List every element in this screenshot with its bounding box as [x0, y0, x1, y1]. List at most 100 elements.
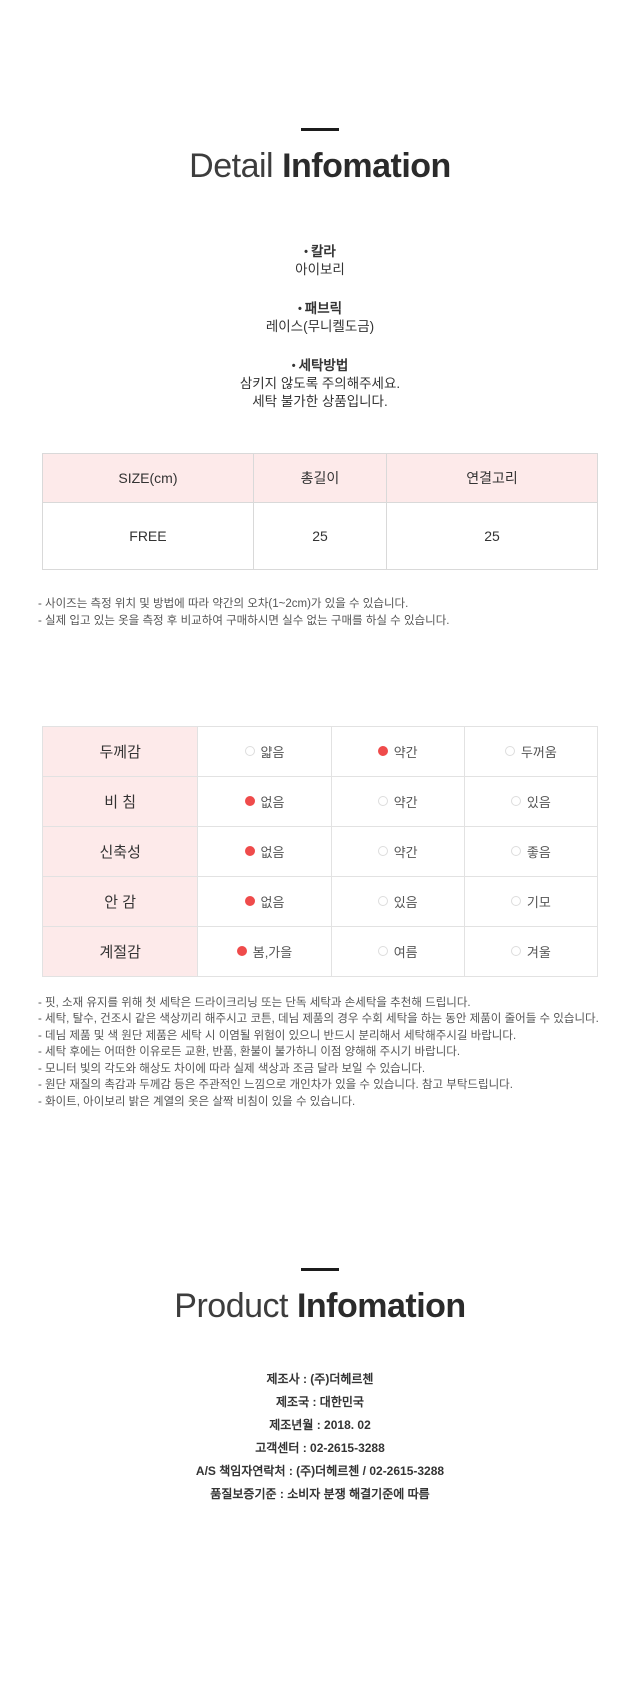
attr-option-cell: 여름: [330, 925, 465, 977]
fabric-attribute-table: 두께감 얇음 약간 두꺼움 비 침: [41, 725, 599, 977]
attr-row-label: 계절감: [41, 925, 199, 977]
note-line: - 사이즈는 측정 위치 및 방법에 따라 약간의 오차(1~2cm)가 있을 …: [38, 597, 409, 610]
note-line: - 데님 제품 및 색 원단 제품은 세탁 시 이염될 위험이 있으니 반드시 …: [38, 1029, 517, 1042]
spec-value: 삼키지 않도록 주의해주세요.: [239, 375, 401, 391]
radio-unselected-icon: [377, 896, 388, 907]
attr-row: 신축성 없음 약간 좋음: [41, 825, 599, 877]
attr-table-body: 두께감 얇음 약간 두꺼움 비 침: [41, 725, 599, 977]
attr-option-cell: 없음: [197, 775, 332, 827]
radio-unselected-icon: [377, 946, 388, 957]
attr-option-cell: 봄,가을: [197, 925, 332, 977]
attr-row: 두께감 얇음 약간 두꺼움: [41, 725, 599, 777]
attr-option-cell: 얇음: [197, 725, 332, 777]
bullet-icon: •: [291, 359, 296, 372]
bottom-whitespace: [0, 1511, 640, 1681]
attr-row: 계절감 봄,가을 여름 겨울: [41, 925, 599, 977]
size-cell: 25: [252, 501, 388, 570]
attr-option: 약간: [377, 792, 418, 811]
attr-option-label: 약간: [393, 744, 418, 760]
radio-selected-icon: [244, 796, 255, 807]
attr-option-cell: 약간: [330, 825, 465, 877]
attr-option-cell: 겨울: [463, 925, 599, 977]
attr-option-cell: 약간: [330, 775, 465, 827]
size-table-header: SIZE(cm) 총길이 연결고리: [42, 452, 598, 503]
spec-item: • 패브릭 레이스(무니켈도금): [0, 300, 640, 336]
product-info-section: Product Infomation 제조사 : (주)더헤르첸 제조국 : 대한…: [0, 1268, 640, 1501]
product-title-bold: Infomation: [296, 1287, 466, 1326]
detail-title-light: Detail: [189, 147, 274, 185]
attr-option-cell: 기모: [463, 875, 599, 927]
spec-label: • 패브릭: [297, 300, 343, 316]
radio-selected-icon: [236, 946, 247, 957]
attr-option: 좋음: [510, 842, 551, 861]
attr-row-label: 안 감: [41, 875, 199, 927]
spec-item: • 칼라 아이보리: [0, 243, 640, 279]
attr-option: 기모: [510, 892, 551, 911]
product-section-header: Product Infomation: [0, 1268, 640, 1327]
attr-row: 안 감 없음 있음 기모: [41, 875, 599, 927]
attr-option: 없음: [244, 842, 285, 861]
size-column-header: 총길이: [252, 452, 388, 503]
size-column-header: 연결고리: [386, 452, 598, 503]
size-cell: FREE: [42, 501, 254, 570]
attr-option: 약간: [377, 842, 418, 861]
attr-option-label: 여름: [393, 944, 418, 960]
spec-value: 아이보리: [295, 261, 345, 277]
note-line: - 모니터 빛의 각도와 해상도 차이에 따라 실제 색상과 조금 달라 보일 …: [38, 1062, 426, 1075]
spec-list: • 칼라 아이보리 • 패브릭 레이스(무니켈도금) • 세탁방법 삼키지 않도록 주…: [0, 243, 640, 411]
size-header-row: SIZE(cm) 총길이 연결고리: [42, 452, 598, 503]
attr-row: 비 침 없음 약간 있음: [41, 775, 599, 827]
attr-option-label: 약간: [393, 794, 418, 810]
product-info-lines: 제조사 : (주)더헤르첸 제조국 : 대한민국 제조년월 : 2018. 02 고객…: [0, 1373, 640, 1501]
attr-option-cell: 있음: [463, 775, 599, 827]
attr-option-label: 없음: [260, 844, 285, 860]
product-info-line: 제조년월 : 2018. 02: [269, 1418, 371, 1433]
attr-option: 두꺼움: [504, 742, 557, 761]
bullet-icon: •: [304, 245, 308, 258]
product-info-line: 품질보증기준 : 소비자 분쟁 해결기준에 따름: [210, 1487, 430, 1502]
product-info-line: 제조국 : 대한민국: [276, 1395, 364, 1410]
attr-option: 얇음: [244, 742, 284, 761]
attr-option-label: 겨울: [526, 944, 551, 960]
attr-option-label: 있음: [393, 894, 418, 910]
attr-option: 겨울: [510, 942, 551, 961]
bullet-icon: •: [297, 302, 302, 315]
attr-option-label: 없음: [260, 894, 285, 910]
spec-label: • 칼라: [304, 243, 336, 259]
size-table-body: FREE 25 25: [42, 501, 598, 570]
section-divider-bar: [301, 1268, 339, 1272]
spec-label: • 세탁방법: [291, 357, 349, 373]
spec-value: 레이스(무니켈도금): [265, 318, 375, 334]
detail-section-title: Detail Infomation: [0, 146, 640, 187]
attr-row-label: 신축성: [41, 825, 199, 877]
note-line: - 실제 입고 있는 옷을 측정 후 비교하여 구매하시면 실수 없는 구매를 …: [38, 614, 450, 627]
product-info-line: A/S 책임자연락처 : (주)더헤르첸 / 02-2615-3288: [195, 1464, 445, 1479]
radio-selected-icon: [244, 846, 255, 857]
detail-title-bold: Infomation: [282, 147, 451, 185]
attr-option-cell: 두꺼움: [463, 725, 599, 777]
attr-row-label: 두께감: [41, 725, 199, 777]
attr-option: 약간: [377, 742, 418, 761]
attr-option-label: 봄,가을: [252, 944, 293, 960]
spec-value: 세탁 불가한 상품입니다.: [252, 393, 388, 409]
attr-option-label: 있음: [526, 794, 551, 810]
attr-option: 봄,가을: [236, 942, 293, 961]
attr-option-label: 약간: [393, 844, 418, 860]
attr-option: 있음: [510, 792, 551, 811]
attr-option: 여름: [377, 942, 418, 961]
note-line: - 세탁, 탈수, 건조시 같은 색상끼리 해주시고 코튼, 데님 제품의 경우…: [38, 1013, 599, 1026]
product-section-title: Product Infomation: [0, 1286, 640, 1327]
attr-option: 없음: [244, 792, 284, 811]
note-line: - 원단 재질의 촉감과 두께감 등은 주관적인 느낌으로 개인차가 있을 수 …: [38, 1079, 513, 1092]
radio-unselected-icon: [244, 746, 255, 757]
care-notes: - 핏, 소재 유지를 위해 첫 세탁은 드라이크리닝 또는 단독 세탁과 손세…: [38, 995, 602, 1111]
radio-selected-icon: [377, 746, 388, 757]
detail-info-section: Detail Infomation • 칼라 아이보리 • 패브릭 레이스(무니켈도…: [0, 0, 640, 411]
radio-unselected-icon: [504, 746, 515, 757]
note-line: - 화이트, 아이보리 밝은 계열의 옷은 살짝 비침이 있을 수 있습니다.: [38, 1095, 356, 1108]
radio-unselected-icon: [510, 946, 521, 957]
radio-unselected-icon: [377, 796, 388, 807]
attr-option-label: 기모: [526, 894, 551, 910]
section-divider-bar: [301, 128, 339, 131]
detail-section-header: Detail Infomation: [0, 128, 640, 187]
